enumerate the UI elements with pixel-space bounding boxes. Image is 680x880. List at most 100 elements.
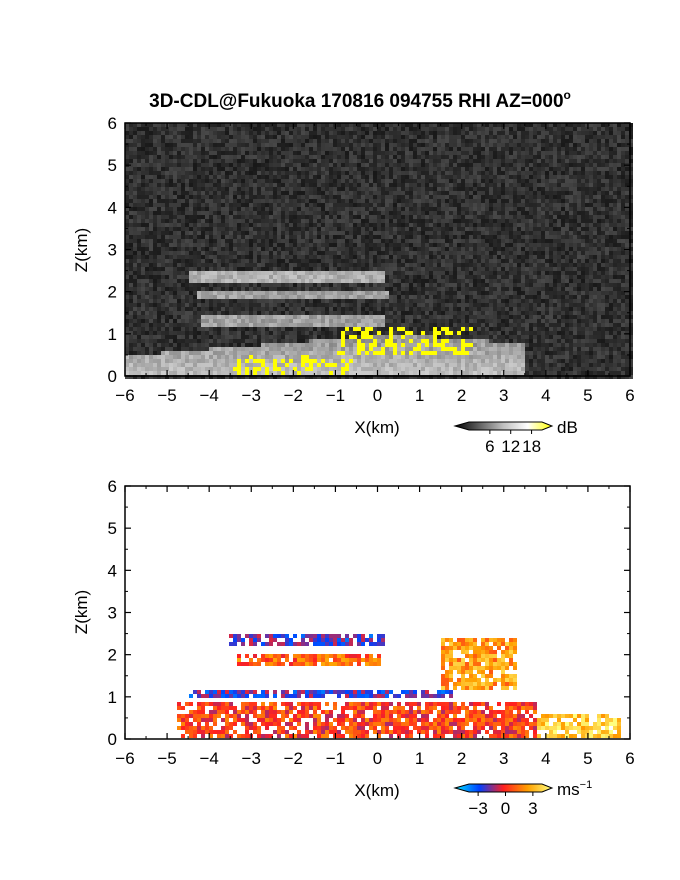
reflectivity-cell (421, 211, 425, 215)
reflectivity-cell (341, 231, 345, 235)
reflectivity-cell (241, 183, 245, 187)
reflectivity-cell (341, 219, 345, 223)
reflectivity-cell (205, 275, 209, 279)
reflectivity-cell (337, 275, 341, 279)
reflectivity-cell (169, 151, 173, 155)
reflectivity-cell (229, 351, 233, 355)
reflectivity-cell (401, 187, 405, 191)
reflectivity-cell (333, 143, 337, 147)
reflectivity-cell (213, 135, 217, 139)
reflectivity-cell (369, 371, 373, 375)
reflectivity-cell (305, 195, 309, 199)
reflectivity-cell (241, 247, 245, 251)
reflectivity-cell (181, 187, 185, 191)
reflectivity-cell (149, 243, 153, 247)
reflectivity-cell (381, 351, 385, 355)
reflectivity-cell (157, 211, 161, 215)
reflectivity-cell (429, 319, 433, 323)
reflectivity-cell (249, 235, 253, 239)
reflectivity-cell (413, 231, 417, 235)
reflectivity-cell (373, 211, 377, 215)
reflectivity-cell (217, 163, 221, 167)
reflectivity-cell (157, 367, 161, 371)
reflectivity-cell (253, 215, 257, 219)
reflectivity-cell (213, 143, 217, 147)
reflectivity-cell (233, 271, 237, 275)
reflectivity-cell (317, 295, 321, 299)
reflectivity-cell (393, 363, 397, 367)
reflectivity-cell (433, 371, 437, 375)
reflectivity-cell (389, 207, 393, 211)
reflectivity-cell (137, 195, 141, 199)
reflectivity-cell (221, 311, 225, 315)
reflectivity-cell (285, 255, 289, 259)
reflectivity-cell (281, 219, 285, 223)
reflectivity-cell (433, 299, 437, 303)
reflectivity-cell (281, 123, 285, 127)
reflectivity-cell (381, 219, 385, 223)
reflectivity-cell (433, 355, 437, 359)
reflectivity-cell (241, 215, 245, 219)
reflectivity-cell (193, 259, 197, 263)
reflectivity-cell (329, 327, 333, 331)
reflectivity-cell (429, 199, 433, 203)
reflectivity-cell (377, 303, 381, 307)
reflectivity-cell (305, 235, 309, 239)
reflectivity-cell (241, 363, 245, 367)
reflectivity-cell (157, 231, 161, 235)
reflectivity-cell (165, 343, 169, 347)
reflectivity-cell (361, 259, 365, 263)
reflectivity-cell (345, 299, 349, 303)
reflectivity-cell (249, 303, 253, 307)
reflectivity-cell (157, 139, 161, 143)
reflectivity-cell (201, 303, 205, 307)
reflectivity-cell (365, 319, 369, 323)
reflectivity-cell (169, 323, 173, 327)
reflectivity-cell (177, 271, 181, 275)
reflectivity-cell (125, 207, 129, 211)
reflectivity-cell (341, 187, 345, 191)
reflectivity-cell (161, 299, 165, 303)
reflectivity-cell (297, 127, 301, 131)
reflectivity-cell (405, 319, 409, 323)
reflectivity-cell (433, 179, 437, 183)
reflectivity-cell (389, 123, 393, 127)
reflectivity-cell (133, 367, 137, 371)
reflectivity-cell (169, 155, 173, 159)
reflectivity-cell (297, 239, 301, 243)
reflectivity-cell (273, 323, 277, 327)
reflectivity-cell (401, 227, 405, 231)
reflectivity-cell (201, 251, 205, 255)
reflectivity-cell (249, 283, 253, 287)
reflectivity-cell (197, 131, 201, 135)
reflectivity-cell (161, 151, 165, 155)
reflectivity-cell (181, 251, 185, 255)
reflectivity-cell (429, 167, 433, 171)
reflectivity-cell (301, 127, 305, 131)
reflectivity-cell (369, 307, 373, 311)
reflectivity-cell (397, 303, 401, 307)
reflectivity-cell (153, 191, 157, 195)
reflectivity-cell (393, 279, 397, 283)
reflectivity-cell (185, 251, 189, 255)
reflectivity-cell (429, 323, 433, 327)
reflectivity-cell (229, 123, 233, 127)
reflectivity-cell (317, 183, 321, 187)
reflectivity-cell (277, 259, 281, 263)
reflectivity-cell (345, 327, 349, 331)
reflectivity-cell (369, 123, 373, 127)
reflectivity-cell (401, 359, 405, 363)
reflectivity-cell (213, 147, 217, 151)
reflectivity-cell (209, 135, 213, 139)
reflectivity-cell (345, 195, 349, 199)
reflectivity-cell (365, 279, 369, 283)
reflectivity-cell (253, 343, 257, 347)
reflectivity-cell (177, 319, 181, 323)
reflectivity-cell (417, 247, 421, 251)
reflectivity-cell (229, 335, 233, 339)
reflectivity-cell (161, 219, 165, 223)
reflectivity-cell (421, 363, 425, 367)
reflectivity-cell (129, 123, 133, 127)
reflectivity-cell (277, 251, 281, 255)
reflectivity-cell (205, 279, 209, 283)
